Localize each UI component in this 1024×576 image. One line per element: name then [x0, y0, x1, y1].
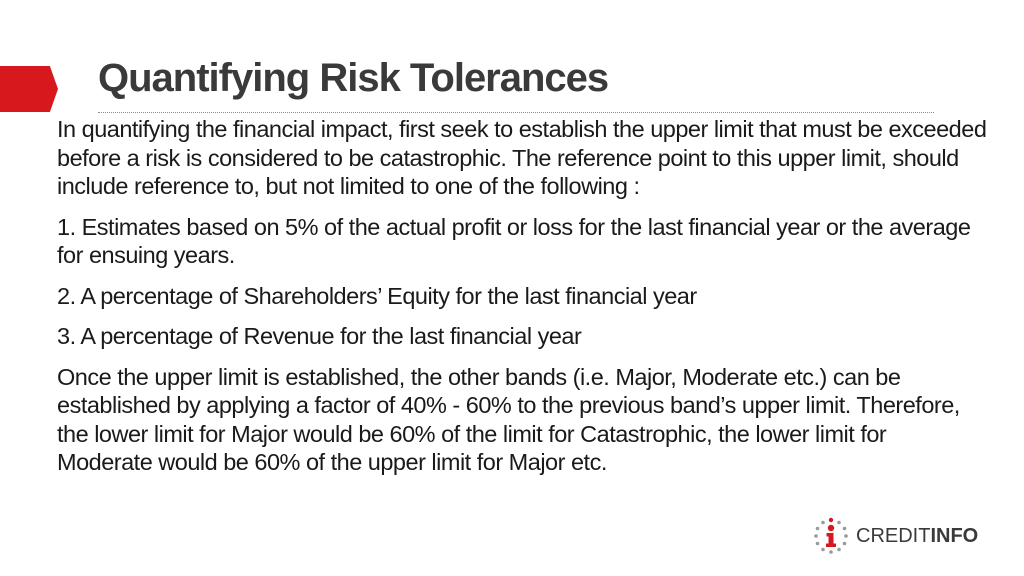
list-item-2: 2. A percentage of Shareholders’ Equity …: [57, 282, 697, 309]
wordmark-credit: CREDIT: [856, 524, 931, 547]
title-divider: [98, 112, 934, 113]
accent-arrow-tab: [0, 66, 58, 112]
creditinfo-wordmark: CREDITINFO: [856, 525, 978, 548]
creditinfo-logo-icon: [814, 517, 848, 554]
paragraph-intro: In quantifying the financial impact, fir…: [57, 116, 987, 199]
list-item-3: 3. A percentage of Revenue for the last …: [57, 323, 582, 349]
slide-title: Quantifying Risk Tolerances: [98, 56, 609, 100]
paragraph-bands: Once the upper limit is established, the…: [57, 363, 960, 476]
wordmark-info: INFO: [930, 524, 979, 547]
list-item-1: 1. Estimates based on 5% of the actual p…: [57, 213, 971, 269]
slide-body: In quantifying the financial impact, fir…: [57, 115, 987, 489]
creditinfo-logo: CREDITINFO: [812, 516, 978, 556]
